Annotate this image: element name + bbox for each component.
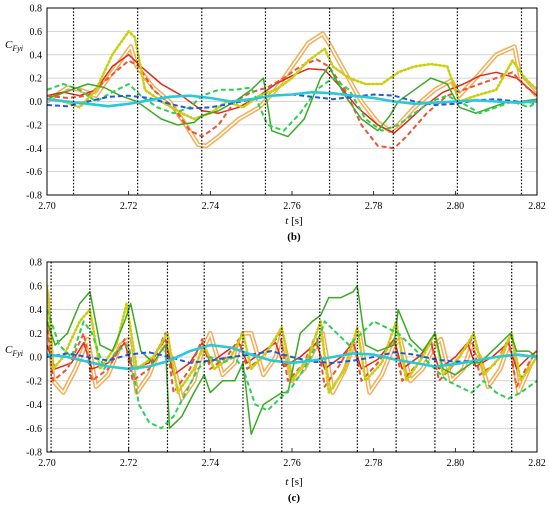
x-axis-label-unit: [s] bbox=[288, 476, 302, 488]
y-tick-label: 0.0 bbox=[30, 353, 43, 364]
y-axis-label-main: C bbox=[5, 39, 13, 51]
y-tick-label: 0.0 bbox=[30, 97, 43, 108]
x-tick-label: 2.80 bbox=[447, 201, 465, 212]
y-tick-label: -0.2 bbox=[26, 120, 42, 131]
series-group bbox=[47, 284, 537, 435]
series-line bbox=[47, 58, 537, 150]
x-axis-label-var: t bbox=[285, 215, 289, 227]
panel-b: -0.8 -0.6 -0.4 -0.2 0.0 0.2 0.4 0.6 0.8 2.70 2.72 2… bbox=[5, 4, 546, 244]
y-tick-label: 0.4 bbox=[30, 50, 43, 61]
y-tick-label: -0.4 bbox=[26, 400, 42, 411]
y-tick-label: -0.8 bbox=[26, 191, 42, 202]
panel-caption: (b) bbox=[287, 231, 301, 243]
y-tick-label: -0.4 bbox=[26, 144, 42, 155]
plot-frame bbox=[46, 261, 538, 453]
series-line bbox=[47, 321, 537, 394]
series-line bbox=[47, 65, 537, 138]
series-line bbox=[47, 90, 537, 108]
x-axis-label-var: t bbox=[285, 476, 289, 488]
y-tick-label: 0.4 bbox=[30, 305, 43, 316]
x-tick-label: 2.74 bbox=[202, 458, 220, 469]
y-tick-label: -0.8 bbox=[26, 448, 42, 459]
panel-caption: (c) bbox=[288, 492, 301, 504]
x-tick-label: 2.72 bbox=[120, 201, 138, 212]
y-axis-label-main: C bbox=[5, 344, 13, 356]
y-tick-label: 0.2 bbox=[30, 329, 43, 340]
panel-c: -0.8 -0.6 -0.4 -0.2 0.0 0.2 0.4 0.6 0.8 2.70 2.72 2… bbox=[5, 258, 546, 505]
y-tick-label: 0.8 bbox=[30, 4, 43, 15]
x-tick-label: 2.70 bbox=[38, 201, 56, 212]
y-tick-label: -0.6 bbox=[26, 167, 42, 178]
x-tick-label: 2.82 bbox=[528, 458, 546, 469]
y-tick-label: 0.8 bbox=[30, 258, 43, 269]
y-tick-label: -0.2 bbox=[26, 376, 42, 387]
x-tick-label: 2.76 bbox=[283, 201, 301, 212]
y-tick-label: 0.6 bbox=[30, 27, 43, 38]
x-tick-label: 2.76 bbox=[283, 458, 301, 469]
x-axis-label: t [s] bbox=[285, 476, 302, 488]
series-line bbox=[47, 285, 537, 435]
x-tick-label: 2.70 bbox=[38, 458, 56, 469]
series-line bbox=[47, 284, 537, 394]
y-axis-label-sub: Fyi bbox=[11, 349, 23, 358]
x-tick-label: 2.72 bbox=[120, 458, 138, 469]
x-tick-label: 2.78 bbox=[365, 201, 383, 212]
x-axis-label: t [s] bbox=[285, 215, 302, 227]
x-axis-label-unit: [s] bbox=[288, 215, 302, 227]
y-tick-label: 0.6 bbox=[30, 281, 43, 292]
y-axis-label-sub: Fyi bbox=[11, 44, 23, 53]
series-line bbox=[47, 30, 537, 121]
x-tick-label: 2.82 bbox=[528, 201, 546, 212]
y-tick-label: -0.6 bbox=[26, 424, 42, 435]
series-group bbox=[47, 30, 537, 150]
y-axis-label: CFyi bbox=[5, 39, 23, 53]
series-line bbox=[47, 309, 537, 430]
plot-frame bbox=[46, 7, 538, 196]
y-tick-label: 0.2 bbox=[30, 74, 43, 85]
x-tick-label: 2.80 bbox=[447, 458, 465, 469]
series-line bbox=[47, 77, 537, 132]
y-axis-label: CFyi bbox=[5, 344, 23, 358]
x-tick-label: 2.78 bbox=[365, 458, 383, 469]
x-tick-label: 2.74 bbox=[202, 201, 220, 212]
